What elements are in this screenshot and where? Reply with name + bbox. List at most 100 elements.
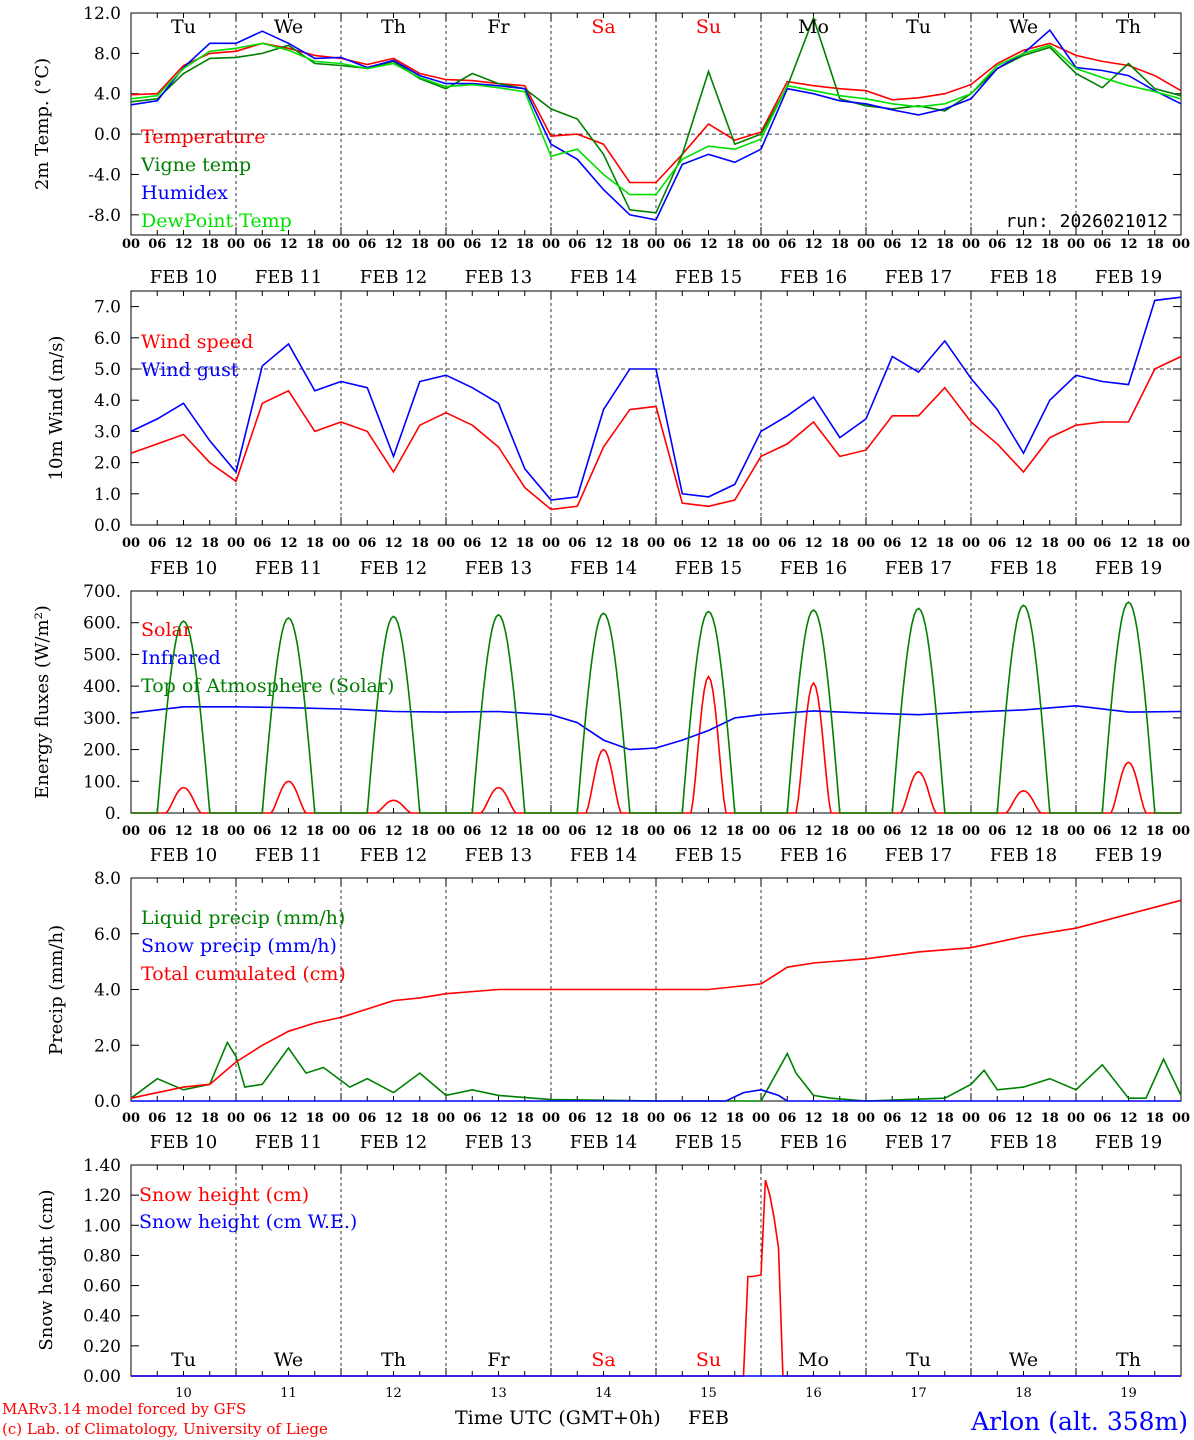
hour-tick-label: 06 [1093,824,1111,839]
legend-wind-gust: Wind gust [141,359,239,381]
hour-tick-label: 06 [568,824,586,839]
hour-tick-label: 00 [857,1111,875,1126]
hour-tick-label: 06 [673,536,691,551]
hour-tick-label: 18 [1146,1111,1164,1126]
hour-tick-label: 06 [673,1111,691,1126]
hour-tick-label: 00 [332,536,350,551]
hour-tick-label: 00 [1172,237,1190,252]
wind-ylabel: 10m Wind (m/s) [46,336,67,481]
series-total-cumulated-cm-line [130,899,1182,1099]
y-tick-label: 6.0 [94,925,121,945]
hour-tick-label: 12 [594,237,612,252]
hour-tick-label: 06 [988,824,1006,839]
weekday-label: Fr [487,1349,510,1371]
hour-tick-label: 00 [332,824,350,839]
hour-tick-label: 12 [909,536,927,551]
day-label: FEB 19 [1095,558,1162,579]
y-tick-label: 2.0 [94,1036,121,1056]
day-label: FEB 16 [780,1132,847,1153]
footer-model: MARv3.14 model forced by GFS [2,1400,246,1418]
hour-tick-label: 12 [1014,237,1032,252]
y-tick-label: 0.00 [83,1367,121,1387]
footer-month: FEB [688,1407,729,1429]
y-tick-label: 0.40 [83,1307,121,1327]
hour-tick-label: 06 [253,237,271,252]
day-label: FEB 19 [1095,845,1162,866]
hour-tick-label: 06 [1093,536,1111,551]
hour-tick-label: 00 [227,824,245,839]
hour-tick-label: 12 [1119,536,1137,551]
hour-tick-label: 00 [962,824,980,839]
hour-tick-label: 00 [752,237,770,252]
weekday-label: We [274,1349,303,1371]
hour-tick-label: 06 [148,1111,166,1126]
hour-tick-label: 06 [1093,1111,1111,1126]
y-tick-label: 8.0 [94,44,121,64]
y-tick-label: 0.60 [83,1277,121,1297]
hour-tick-label: 12 [489,237,507,252]
hour-tick-label: 18 [831,824,849,839]
hour-tick-label: 06 [463,824,481,839]
hour-tick-label: 06 [883,1111,901,1126]
hour-tick-label: 18 [936,1111,954,1126]
snow-legend: Snow height (cm) Snow height (cm W.E.) [139,1184,357,1233]
hour-tick-label: 00 [647,237,665,252]
y-tick-label: 5.0 [94,360,121,380]
hour-tick-label: 18 [831,237,849,252]
hour-tick-label: 00 [647,824,665,839]
series-top-of-atmosphere-solar-line [131,601,1181,814]
weekday-label: Su [696,16,721,38]
legend-snow-height-cm-w-e: Snow height (cm W.E.) [139,1211,357,1233]
day-number-label: 13 [490,1386,507,1401]
temperature-ylabel: 2m Temp. (°C) [32,58,53,190]
hour-tick-label: 00 [542,1111,560,1126]
hour-tick-label: 12 [594,536,612,551]
hour-tick-label: 18 [1146,824,1164,839]
hour-tick-label: 06 [358,237,376,252]
hour-tick-label: 06 [463,1111,481,1126]
weekday-label: Tu [171,16,196,38]
hour-tick-label: 12 [1119,824,1137,839]
hour-tick-label: 12 [1014,536,1032,551]
hour-tick-label: 18 [201,1111,219,1126]
hour-tick-label: 18 [201,237,219,252]
day-label: FEB 11 [255,1132,322,1153]
series-solar-line [131,675,1181,814]
y-tick-label: 4.0 [94,391,121,411]
day-label: FEB 16 [780,267,847,288]
y-tick-label: 0.0 [94,1092,121,1112]
hour-tick-label: 12 [174,824,192,839]
hour-tick-label: 18 [306,237,324,252]
hour-tick-label: 18 [621,824,639,839]
hour-tick-label: 00 [1067,1111,1085,1126]
y-tick-label: 4.0 [94,85,121,105]
series-temperature-line [130,42,1182,184]
y-tick-label: 700. [83,582,121,602]
hour-tick-label: 06 [148,536,166,551]
hour-tick-label: 12 [174,1111,192,1126]
hour-tick-label: 12 [699,237,717,252]
hour-tick-label: 06 [358,1111,376,1126]
y-tick-label: 0. [105,804,121,824]
y-tick-label: 200. [83,741,121,761]
hour-tick-label: 00 [962,1111,980,1126]
weekday-label: Mo [798,1349,829,1371]
snow-ylabel: Snow height (cm) [36,1189,57,1350]
hour-tick-label: 00 [1067,237,1085,252]
hour-tick-label: 00 [1172,824,1190,839]
legend-wind-speed: Wind speed [141,331,253,353]
weekday-label: Sa [591,1349,615,1371]
hour-tick-label: 00 [1067,536,1085,551]
hour-tick-label: 12 [489,1111,507,1126]
hour-tick-label: 00 [752,1111,770,1126]
legend-temperature: Temperature [141,126,265,148]
legend-infrared: Infrared [141,647,221,669]
hour-tick-label: 06 [568,1111,586,1126]
hour-tick-label: 12 [384,1111,402,1126]
hour-tick-label: 18 [201,536,219,551]
legend-top-of-atmosphere-solar: Top of Atmosphere (Solar) [141,675,394,697]
hour-tick-label: 06 [253,536,271,551]
hour-tick-label: 00 [647,1111,665,1126]
hour-tick-label: 00 [542,237,560,252]
hour-tick-label: 12 [909,1111,927,1126]
